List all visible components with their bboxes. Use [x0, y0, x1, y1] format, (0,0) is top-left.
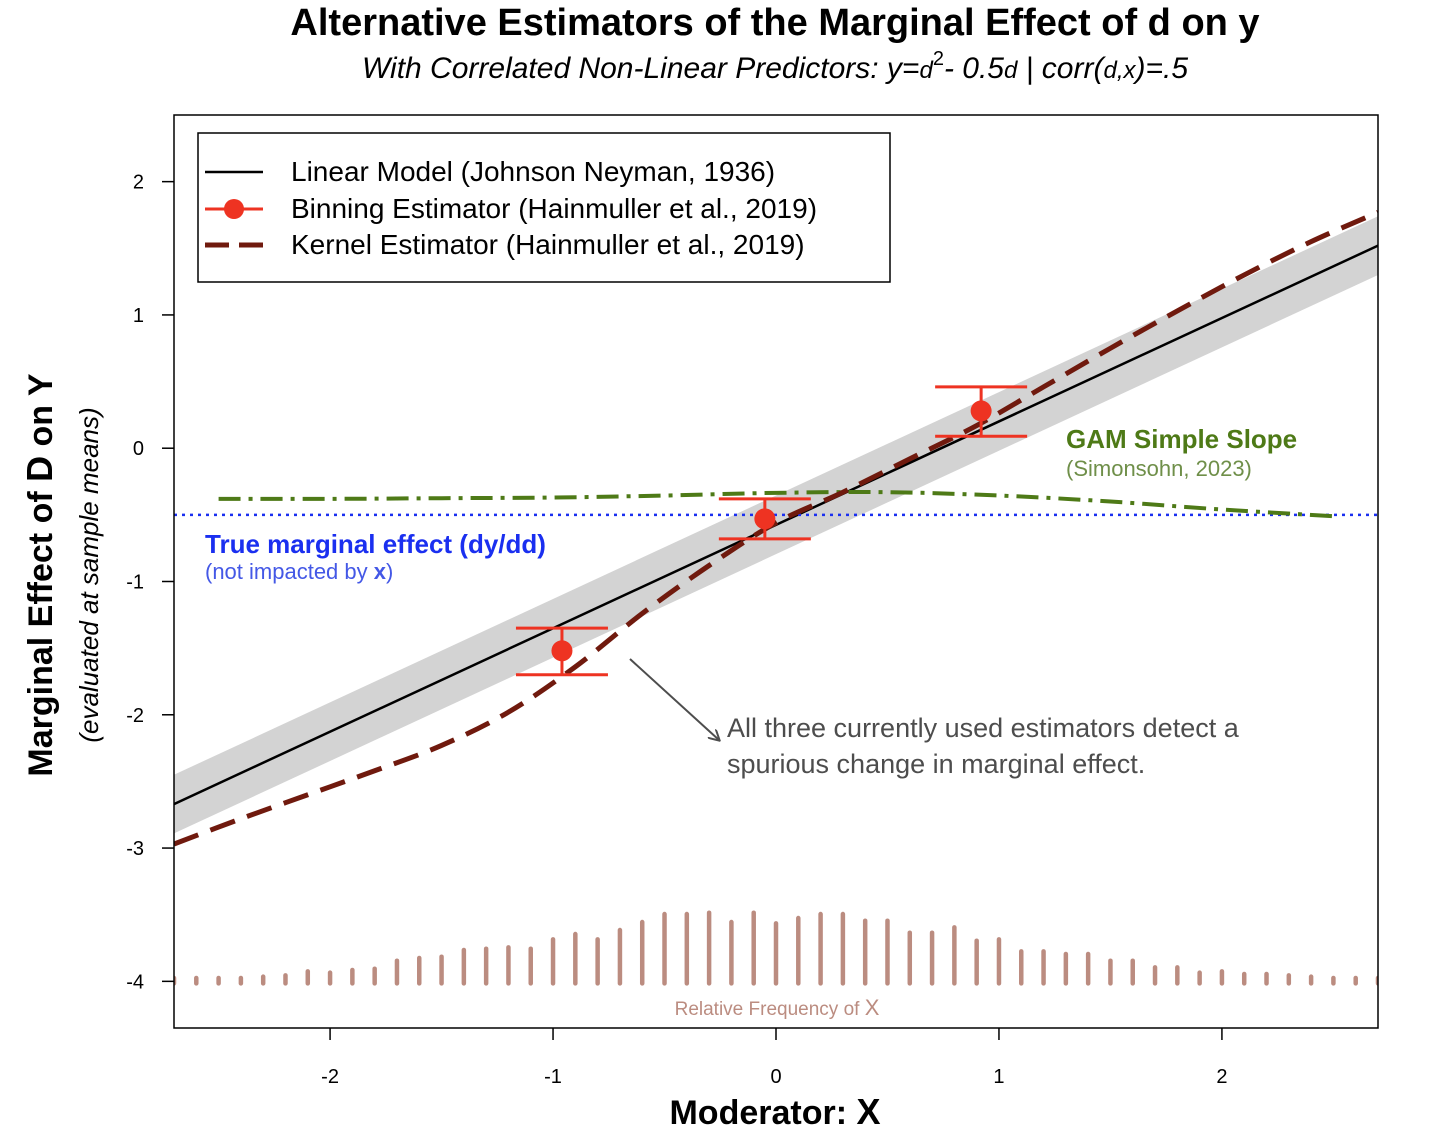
- plot-frame: [173, 114, 1379, 1029]
- frequency-label: Relative Frequency of X: [675, 995, 880, 1020]
- x-axis-title-text: Moderator:: [669, 1094, 856, 1132]
- y-axis-title: Marginal Effect of D on Y: [19, 373, 60, 777]
- y-axis-subtitle: (evaluated at sample means): [74, 407, 104, 742]
- binning-point: [551, 640, 573, 662]
- y-axis-title-var: D: [19, 456, 60, 482]
- true-sub-text: (not impacted by: [205, 559, 374, 584]
- y-tick-label: -1: [126, 571, 144, 593]
- binning-point: [970, 400, 992, 422]
- subtitle-sup: 2: [933, 48, 944, 70]
- annotation-note-line2: spurious change in marginal effect.: [727, 749, 1145, 779]
- x-axis: -2 -1 0 1 2: [321, 1028, 1227, 1088]
- gam-annotation-subtitle: (Simonsohn, 2023): [1066, 456, 1252, 481]
- legend-binning-label: Binning Estimator (Hainmuller et al., 20…: [291, 193, 817, 224]
- gam-simple-slope-line: [218, 490, 1334, 519]
- y-axis: -4 -3 -2 -1 0 1 2: [126, 172, 174, 993]
- subtitle-d2: d: [1004, 57, 1018, 84]
- subtitle-mid: - 0.5: [944, 52, 1004, 85]
- frequency-bars: [174, 910, 1378, 986]
- x-axis-title: Moderator: X: [669, 1091, 880, 1132]
- legend-kernel-label: Kernel Estimator (Hainmuller et al., 201…: [291, 229, 805, 260]
- subtitle-d3: d: [1103, 57, 1117, 84]
- x-tick-label: 0: [770, 1066, 781, 1088]
- subtitle-suffix: )=.5: [1132, 52, 1188, 85]
- y-tick-label: -4: [126, 971, 144, 993]
- true-sub-end: ): [386, 559, 393, 584]
- annotation-arrow: [629, 658, 719, 740]
- y-tick-label: -3: [126, 838, 144, 860]
- true-effect-annotation-title: True marginal effect (dy/dd): [205, 529, 546, 559]
- subtitle-x: x: [1122, 57, 1136, 84]
- annotation-note-line1: All three currently used estimators dete…: [727, 713, 1240, 743]
- y-axis-title-suffix: on Y: [22, 373, 60, 456]
- gam-annotation-title: GAM Simple Slope: [1066, 424, 1297, 454]
- y-tick-label: -2: [126, 705, 144, 727]
- binning-point: [754, 508, 776, 530]
- frequency-label-var: X: [865, 995, 880, 1020]
- chart-title: Alternative Estimators of the Marginal E…: [290, 2, 1259, 44]
- binning-estimator: [515, 385, 1028, 677]
- legend-box: [197, 132, 891, 283]
- y-tick-label: 0: [133, 438, 144, 460]
- legend-linear-label: Linear Model (Johnson Neyman, 1936): [291, 156, 775, 187]
- true-effect-annotation-subtitle: (not impacted by x): [205, 559, 393, 584]
- subtitle-sep: | corr(: [1017, 52, 1106, 85]
- subtitle-prefix: With Correlated Non-Linear Predictors: y…: [362, 52, 919, 85]
- x-tick-label: -1: [544, 1066, 562, 1088]
- subtitle-d1: d: [919, 57, 933, 84]
- y-tick-label: 1: [133, 305, 144, 327]
- true-sub-var: x: [374, 559, 387, 584]
- subtitle-comma: ,: [1117, 57, 1124, 84]
- frequency-label-text: Relative Frequency of: [675, 999, 865, 1020]
- kernel-estimator-line: [174, 210, 1378, 847]
- y-tick-label: 2: [133, 172, 144, 194]
- x-tick-label: 2: [1216, 1066, 1227, 1088]
- x-tick-label: -2: [321, 1066, 339, 1088]
- legend-binning-marker: [224, 199, 244, 219]
- chart-subtitle: With Correlated Non-Linear Predictors: y…: [362, 48, 1188, 85]
- y-axis-title-text: Marginal Effect of: [22, 482, 60, 777]
- legend: Linear Model (Johnson Neyman, 1936) Binn…: [197, 132, 891, 283]
- x-tick-label: 1: [993, 1066, 1004, 1088]
- x-axis-title-var: X: [856, 1091, 880, 1132]
